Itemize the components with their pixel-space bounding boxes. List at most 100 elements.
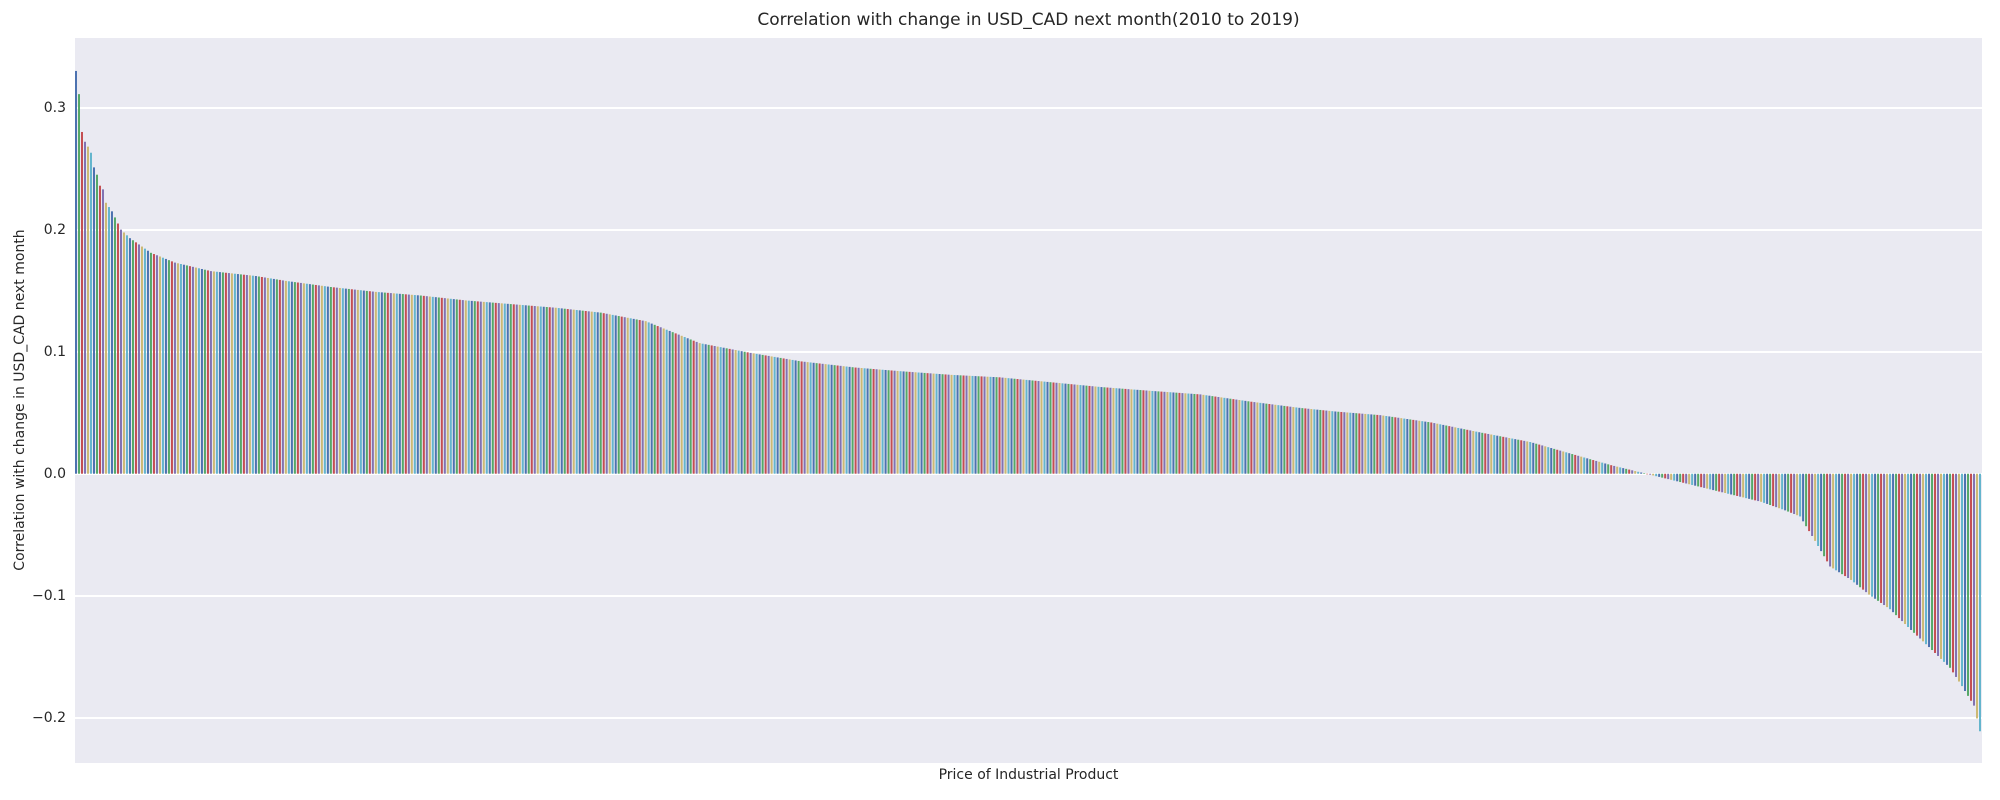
bar [953, 375, 956, 474]
bar [1103, 387, 1106, 474]
bar [1457, 427, 1460, 474]
bar [437, 297, 440, 474]
bar [833, 365, 836, 474]
bar [521, 305, 524, 474]
correlation-bar-chart [75, 70, 1981, 732]
bar [623, 317, 626, 474]
bar [1157, 391, 1160, 474]
bar [668, 330, 671, 474]
bar [1220, 397, 1223, 474]
bar [821, 363, 824, 474]
bar [1958, 473, 1961, 682]
bar [1718, 473, 1721, 492]
bar [761, 354, 764, 474]
bar [275, 279, 278, 474]
bar [1892, 473, 1895, 613]
bar [1091, 386, 1094, 474]
bar [1733, 473, 1736, 496]
bar [1136, 389, 1139, 474]
bar [314, 284, 317, 474]
bar [539, 306, 542, 474]
bar [377, 292, 380, 474]
bar [1643, 473, 1646, 474]
bar [1082, 385, 1085, 474]
bar [332, 287, 335, 474]
bar [128, 238, 131, 474]
x-axis-label: Price of Industrial Product [938, 767, 1119, 783]
bar [398, 293, 401, 474]
bar [1934, 473, 1937, 653]
bar [1052, 382, 1055, 474]
bar [1574, 454, 1577, 474]
bar [1964, 473, 1967, 691]
bar [170, 261, 173, 474]
bar [1346, 412, 1349, 474]
bar [1970, 473, 1973, 701]
bar [1565, 452, 1568, 474]
bar [1391, 416, 1394, 474]
bar [1370, 414, 1373, 474]
bar [1796, 473, 1799, 516]
bar [1379, 415, 1382, 474]
bar [1133, 389, 1136, 474]
bar [1469, 430, 1472, 474]
bar [884, 369, 887, 474]
bar [1727, 473, 1730, 494]
bar [836, 365, 839, 474]
bar [1094, 386, 1097, 474]
bar [527, 305, 530, 474]
bar [1196, 394, 1199, 474]
bar [1766, 473, 1769, 504]
bar [122, 232, 125, 474]
bar [1874, 473, 1877, 599]
gridline [75, 716, 1982, 719]
bar [1757, 473, 1760, 502]
bar [812, 362, 815, 474]
bar [1898, 473, 1901, 619]
bar [1331, 411, 1334, 474]
bar [1226, 398, 1229, 474]
bar [1841, 473, 1844, 575]
bar [524, 305, 527, 474]
bar [647, 322, 650, 474]
plot-area [75, 38, 1982, 763]
bar [1505, 437, 1508, 474]
bar [860, 368, 863, 474]
bar [938, 374, 941, 474]
bar [1859, 473, 1862, 588]
bar [1223, 397, 1226, 474]
bar [368, 291, 371, 474]
bar [1649, 473, 1652, 475]
bar [1235, 399, 1238, 474]
bar [1763, 473, 1766, 503]
bar [737, 350, 740, 474]
bar [899, 371, 902, 474]
bar [1721, 473, 1724, 493]
bar [416, 295, 419, 474]
bar [1289, 406, 1292, 474]
bar [428, 296, 431, 474]
bar [1517, 439, 1520, 474]
bar [1388, 416, 1391, 474]
bar [1178, 392, 1181, 474]
bar [1610, 465, 1613, 474]
bar [878, 369, 881, 474]
bar [1061, 383, 1064, 474]
bar [842, 366, 845, 474]
bar [845, 366, 848, 474]
bar [695, 341, 698, 474]
bar [794, 360, 797, 474]
bar [875, 369, 878, 474]
bar [1943, 473, 1946, 662]
y-tick-label: 0.0 [43, 465, 66, 482]
bar [1967, 473, 1970, 696]
bar [251, 275, 254, 474]
bar [896, 370, 899, 474]
bar [1553, 448, 1556, 474]
bar [476, 301, 479, 474]
bar [173, 262, 176, 474]
bar [461, 300, 464, 474]
bar [866, 368, 869, 474]
bar [75, 70, 77, 474]
bar [1877, 473, 1880, 601]
